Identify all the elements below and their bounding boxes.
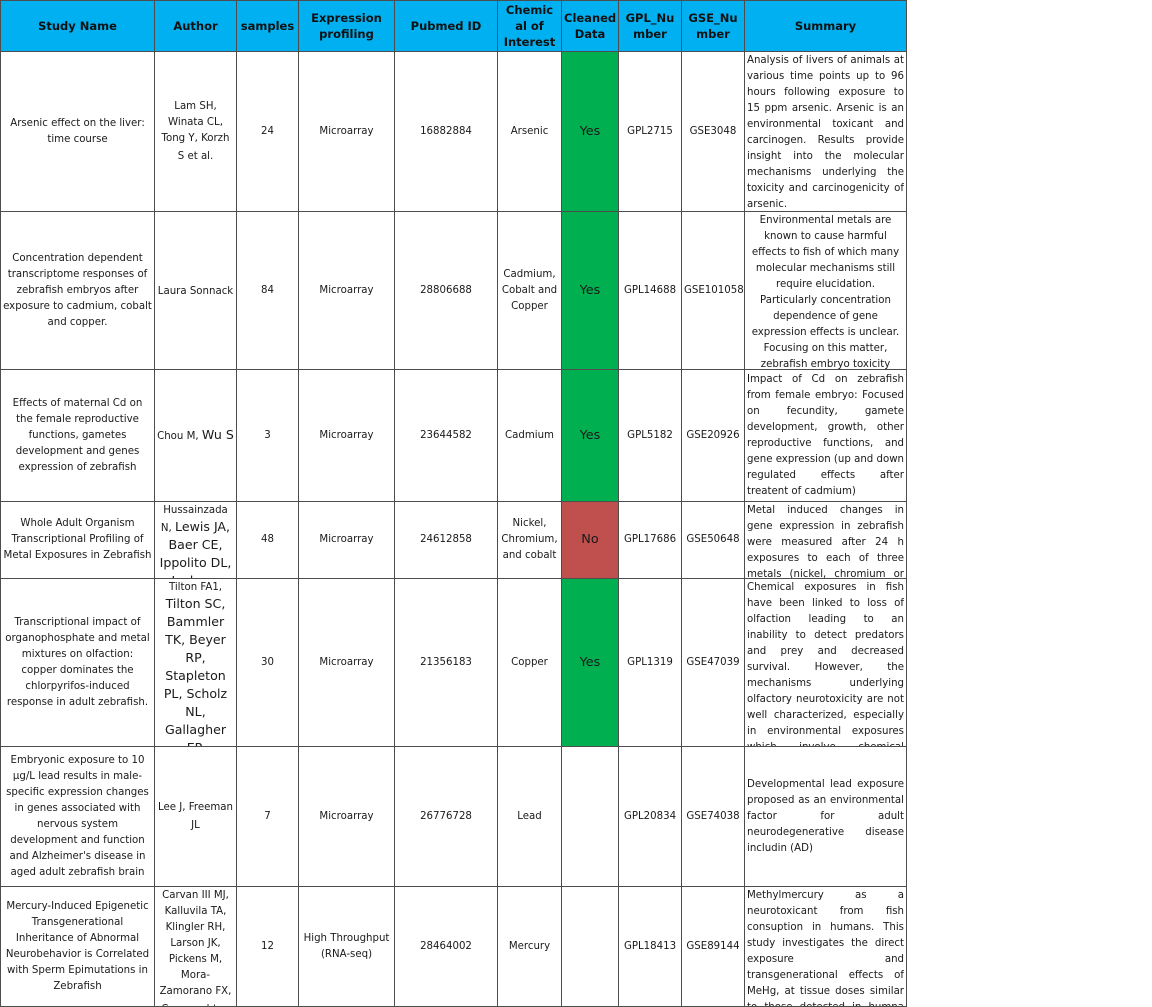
cell-cleaned-data[interactable]: No — [561, 501, 619, 579]
header-gpl-number[interactable]: GPL_Number — [618, 0, 682, 52]
cell-chemical[interactable]: Lead — [497, 746, 562, 887]
cell-chemical[interactable]: Arsenic — [497, 51, 562, 212]
cell-author[interactable]: Hussainzada N, Lewis JA, Baer CE, Ippoli… — [154, 501, 237, 579]
header-author[interactable]: Author — [154, 0, 237, 52]
table-row: Effects of maternal Cd on the female rep… — [0, 369, 907, 502]
cell-cleaned-data[interactable]: Yes — [561, 51, 619, 212]
cell-gpl-number[interactable]: GPL14688 — [618, 211, 682, 370]
cell-gse-number[interactable]: GSE20926 — [681, 369, 745, 502]
cell-chemical[interactable]: Cadmium — [497, 369, 562, 502]
cell-author[interactable]: Lee J, Freeman JL — [154, 746, 237, 887]
cell-study-name[interactable]: Effects of maternal Cd on the female rep… — [0, 369, 155, 502]
cell-gpl-number[interactable]: GPL1319 — [618, 578, 682, 747]
cell-study-name[interactable]: Concentration dependent transcriptome re… — [0, 211, 155, 370]
header-cleaned-data[interactable]: Cleaned Data — [561, 0, 619, 52]
cell-study-name[interactable]: Embryonic exposure to 10 µg/L lead resul… — [0, 746, 155, 887]
table-row: Transcriptional impact of organophosphat… — [0, 578, 907, 747]
cell-gpl-number[interactable]: GPL17686 — [618, 501, 682, 579]
cell-samples[interactable]: 3 — [236, 369, 299, 502]
cell-author[interactable]: Lam SH, Winata CL, Tong Y, Korzh S et al… — [154, 51, 237, 212]
cell-chemical[interactable]: Mercury — [497, 886, 562, 1007]
cell-samples[interactable]: 24 — [236, 51, 299, 212]
cell-summary[interactable]: Developmental lead exposure proposed as … — [744, 746, 907, 887]
cell-expression-profiling[interactable]: Microarray — [298, 369, 395, 502]
cell-author[interactable]: Tilton FA1, Tilton SC, Bammler TK, Beyer… — [154, 578, 237, 747]
cell-pubmed-id[interactable]: 16882884 — [394, 51, 498, 212]
cell-gpl-number[interactable]: GPL5182 — [618, 369, 682, 502]
cell-summary[interactable]: Environmental metals are known to cause … — [744, 211, 907, 370]
table-row: Embryonic exposure to 10 µg/L lead resul… — [0, 746, 907, 887]
header-study-name[interactable]: Study Name — [0, 0, 155, 52]
cell-gse-number[interactable]: GSE3048 — [681, 51, 745, 212]
header-row: Study Name Author samples Expression pro… — [0, 0, 907, 52]
cell-cleaned-data[interactable]: Yes — [561, 211, 619, 370]
cell-expression-profiling[interactable]: Microarray — [298, 501, 395, 579]
cell-author[interactable]: Carvan III MJ, Kalluvila TA, Klingler RH… — [154, 886, 237, 1007]
table-row: Whole Adult Organism Transcriptional Pro… — [0, 501, 907, 579]
cell-samples[interactable]: 30 — [236, 578, 299, 747]
cell-study-name[interactable]: Transcriptional impact of organophosphat… — [0, 578, 155, 747]
cell-pubmed-id[interactable]: 21356183 — [394, 578, 498, 747]
cell-summary[interactable]: Analysis of livers of animals at various… — [744, 51, 907, 212]
cell-gse-number[interactable]: GSE50648 — [681, 501, 745, 579]
table-row: Concentration dependent transcriptome re… — [0, 211, 907, 370]
header-expression-profiling[interactable]: Expression profiling — [298, 0, 395, 52]
cell-author[interactable]: Laura Sonnack — [154, 211, 237, 370]
cell-gse-number[interactable]: GSE101058 — [681, 211, 745, 370]
cell-author[interactable]: Chou M, Wu S — [154, 369, 237, 502]
cell-samples[interactable]: 7 — [236, 746, 299, 887]
cell-cleaned-data[interactable] — [561, 746, 619, 887]
cell-expression-profiling[interactable]: Microarray — [298, 211, 395, 370]
table-row: Mercury-Induced Epigenetic Transgenerati… — [0, 886, 907, 1007]
cell-expression-profiling[interactable]: Microarray — [298, 51, 395, 212]
cell-study-name[interactable]: Mercury-Induced Epigenetic Transgenerati… — [0, 886, 155, 1007]
cell-pubmed-id[interactable]: 26776728 — [394, 746, 498, 887]
header-summary[interactable]: Summary — [744, 0, 907, 52]
cell-summary[interactable]: Chemical exposures in fish have been lin… — [744, 578, 907, 747]
cell-summary[interactable]: Impact of Cd on zebrafish from female em… — [744, 369, 907, 502]
cell-chemical[interactable]: Cadmium, Cobalt and Copper — [497, 211, 562, 370]
cell-samples[interactable]: 12 — [236, 886, 299, 1007]
header-gse-number[interactable]: GSE_Number — [681, 0, 745, 52]
cell-study-name[interactable]: Whole Adult Organism Transcriptional Pro… — [0, 501, 155, 579]
cell-gse-number[interactable]: GSE89144 — [681, 886, 745, 1007]
data-table: Study Name Author samples Expression pro… — [0, 0, 907, 1007]
cell-cleaned-data[interactable]: Yes — [561, 369, 619, 502]
cell-summary[interactable]: Methylmercury as a neurotoxicant from fi… — [744, 886, 907, 1007]
cell-samples[interactable]: 48 — [236, 501, 299, 579]
cell-expression-profiling[interactable]: High Throughput (RNA-seq) — [298, 886, 395, 1007]
cell-pubmed-id[interactable]: 28806688 — [394, 211, 498, 370]
cell-study-name[interactable]: Arsenic effect on the liver: time course — [0, 51, 155, 212]
cell-gse-number[interactable]: GSE74038 — [681, 746, 745, 887]
cell-expression-profiling[interactable]: Microarray — [298, 746, 395, 887]
cell-cleaned-data[interactable]: Yes — [561, 578, 619, 747]
cell-gpl-number[interactable]: GPL18413 — [618, 886, 682, 1007]
cell-gpl-number[interactable]: GPL2715 — [618, 51, 682, 212]
cell-expression-profiling[interactable]: Microarray — [298, 578, 395, 747]
header-chemical-of-interest[interactable]: Chemical of Interest — [497, 0, 562, 52]
cell-pubmed-id[interactable]: 24612858 — [394, 501, 498, 579]
cell-pubmed-id[interactable]: 23644582 — [394, 369, 498, 502]
cell-cleaned-data[interactable] — [561, 886, 619, 1007]
cell-gse-number[interactable]: GSE47039 — [681, 578, 745, 747]
table-row: Arsenic effect on the liver: time course… — [0, 51, 907, 212]
cell-chemical[interactable]: Copper — [497, 578, 562, 747]
cell-chemical[interactable]: Nickel, Chromium, and cobalt — [497, 501, 562, 579]
cell-samples[interactable]: 84 — [236, 211, 299, 370]
cell-summary[interactable]: Metal induced changes in gene expression… — [744, 501, 907, 579]
header-samples[interactable]: samples — [236, 0, 299, 52]
cell-gpl-number[interactable]: GPL20834 — [618, 746, 682, 887]
header-pubmed-id[interactable]: Pubmed ID — [394, 0, 498, 52]
cell-pubmed-id[interactable]: 28464002 — [394, 886, 498, 1007]
